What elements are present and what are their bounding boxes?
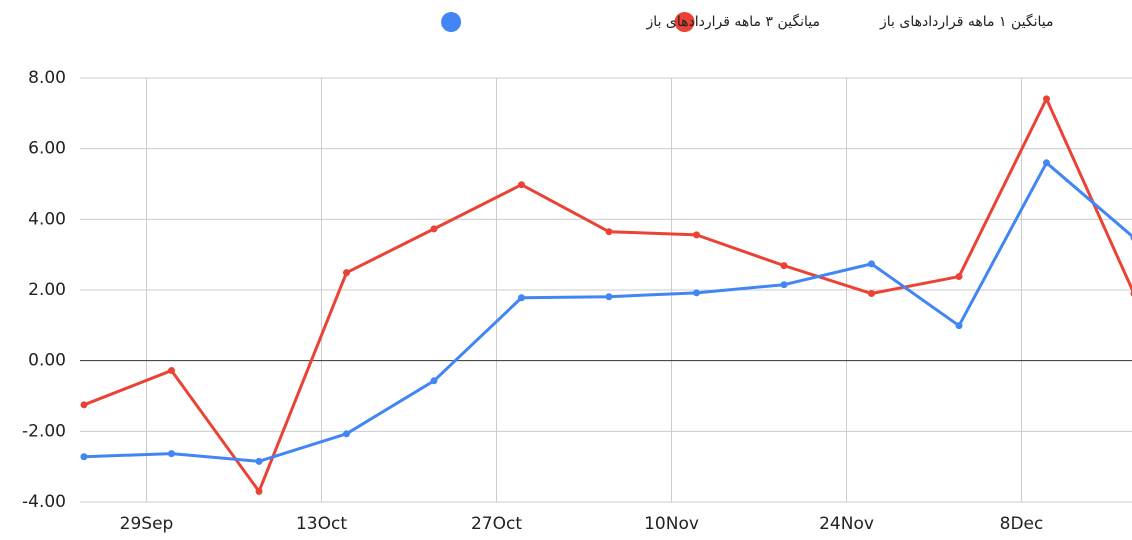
point — [1043, 159, 1050, 167]
y-tick-label: 0.00 — [28, 351, 66, 371]
x-tick-label: 8Dec — [1000, 514, 1044, 534]
legend-label: میانگین ۱ ماهه قراردادهای باز — [879, 13, 1053, 30]
point — [868, 260, 875, 268]
point — [868, 290, 875, 298]
point — [343, 269, 350, 277]
point — [80, 453, 88, 461]
series-line — [83, 161, 1132, 463]
y-tick-label: -2.00 — [22, 421, 66, 441]
point — [255, 487, 263, 495]
x-tick-label: 27Oct — [471, 514, 522, 534]
point — [693, 289, 700, 297]
point — [343, 430, 350, 438]
x-tick-label: 10Nov — [644, 514, 699, 534]
point — [1043, 95, 1050, 103]
y-tick-label: 4.00 — [28, 209, 66, 229]
y-tick-label: -4.00 — [22, 492, 66, 512]
point — [168, 367, 175, 375]
x-tick-label: 29Sep — [120, 514, 174, 534]
point — [518, 294, 525, 302]
x-tick-label: 24Nov — [819, 514, 874, 534]
point — [605, 228, 613, 236]
plot — [80, 95, 1132, 495]
y-tick-label: 8.00 — [28, 68, 66, 88]
legend-label: میانگین ۳ ماهه قراردادهای باز — [646, 13, 820, 30]
point — [255, 457, 263, 465]
point — [605, 293, 613, 301]
point — [780, 281, 788, 289]
point — [780, 262, 788, 270]
y-tick-label: 2.00 — [28, 280, 66, 300]
point — [168, 450, 175, 458]
point — [518, 181, 525, 189]
point — [430, 225, 438, 233]
y-tick-label: 6.00 — [28, 139, 66, 159]
x-tick-label: 13Oct — [296, 514, 347, 534]
legend-swatch — [674, 12, 695, 32]
point — [430, 377, 438, 385]
point — [955, 322, 963, 330]
legend-swatch — [441, 12, 462, 32]
point — [80, 401, 88, 409]
point — [693, 231, 700, 239]
point — [955, 273, 963, 281]
